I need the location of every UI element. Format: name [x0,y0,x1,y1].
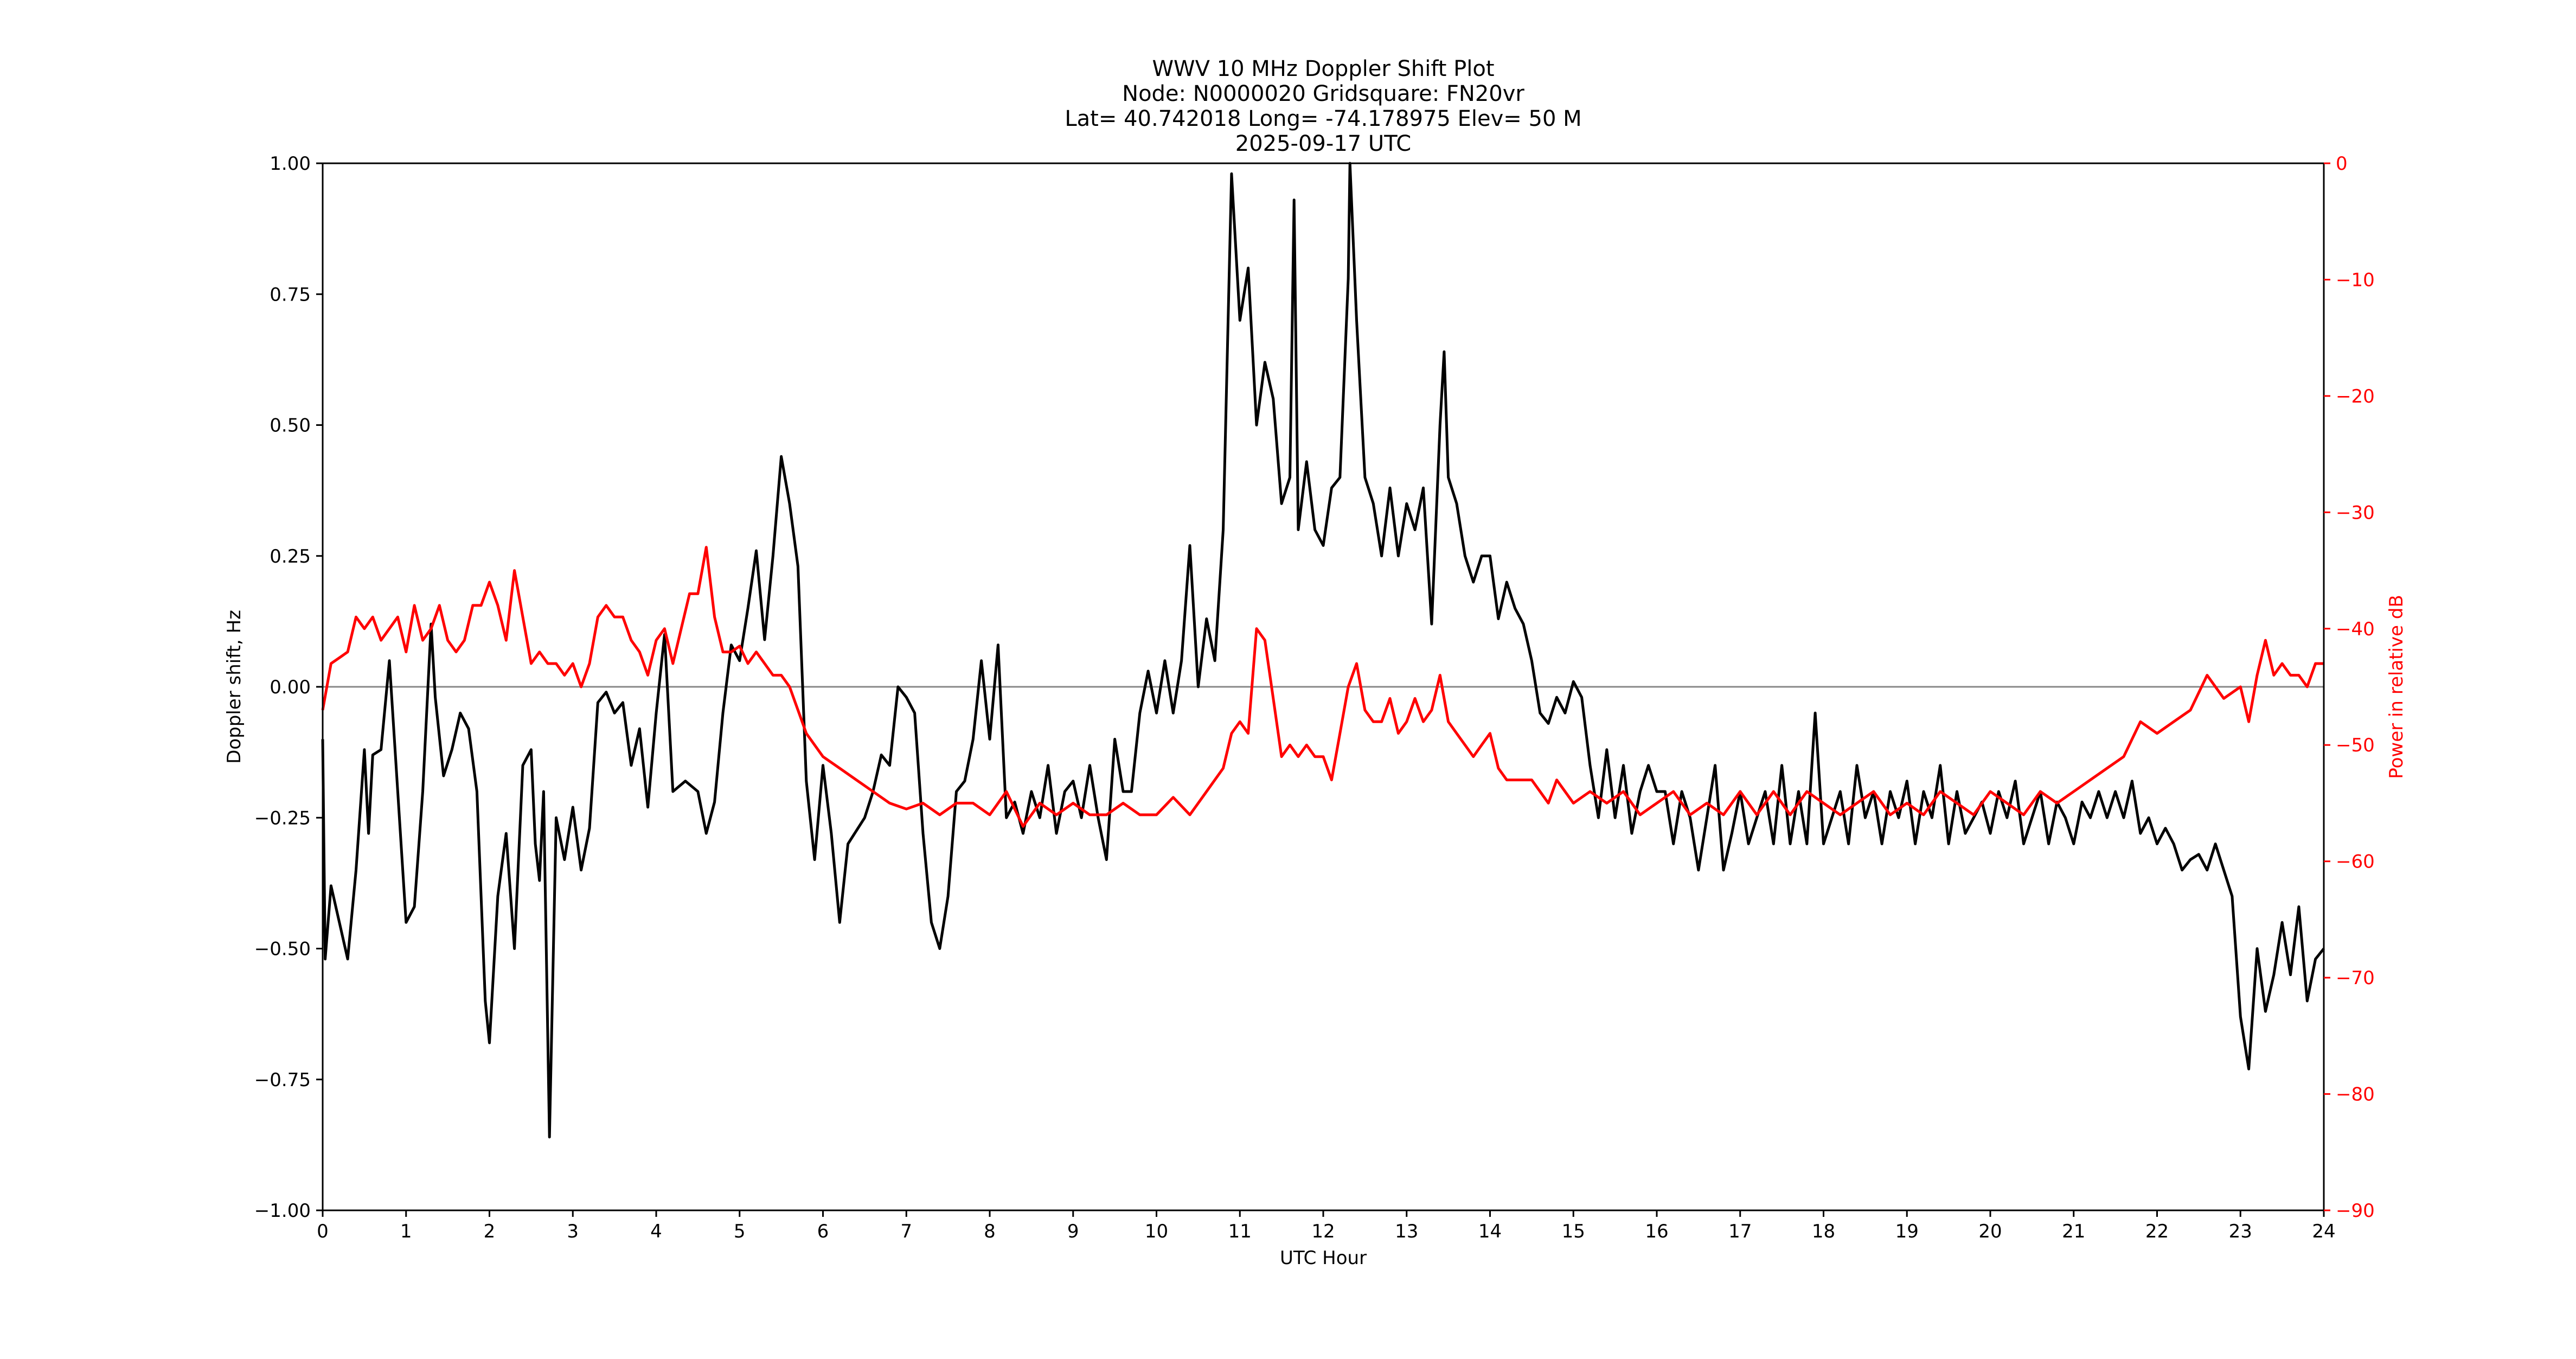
title-line-1: WWV 10 MHz Doppler Shift Plot [1152,56,1494,81]
y-tick-label: −1.00 [254,1200,311,1222]
title-line-4: 2025-09-17 UTC [1235,131,1411,156]
x-tick-label: 22 [2145,1221,2169,1242]
y-tick-label: −0.75 [254,1069,311,1091]
y2-tick-label: −80 [2336,1084,2375,1106]
y-tick-label: 0.75 [270,284,311,305]
y-axis-label: Doppler shift, Hz [223,610,245,764]
x-tick-label: 1 [400,1221,412,1242]
x-tick-label: 16 [1645,1221,1668,1242]
x-tick-label: 14 [1478,1221,1502,1242]
y2-axis-label: Power in relative dB [2386,595,2407,779]
x-axis: 0 1 2 3 4 5 6 7 8 9 10 11 12 13 14 15 16 17 18 19 20 21 22 23 24 [317,1210,2336,1242]
title-line-3: Lat= 40.742018 Long= -74.178975 Elev= 50… [1065,106,1581,131]
x-tick-label: 21 [2062,1221,2085,1242]
x-tick-label: 12 [1311,1221,1335,1242]
y-axis-right: 0 −10 −20 −30 −40 −50 −60 −70 −80 −90 [2324,153,2375,1222]
y-tick-label: 1.00 [270,153,311,175]
chart-title: WWV 10 MHz Doppler Shift Plot Node: N000… [1065,56,1581,156]
x-tick-label: 7 [900,1221,912,1242]
y2-tick-label: −40 [2336,618,2375,640]
y-tick-label: −0.50 [254,939,311,960]
x-tick-label: 24 [2312,1221,2335,1242]
y-tick-label: 0.00 [270,677,311,698]
x-tick-label: 13 [1395,1221,1418,1242]
y-axis-left: 1.00 0.75 0.50 0.25 0.00 −0.25 −0.50 −0.75 −1.00 [254,153,323,1222]
x-tick-label: 17 [1728,1221,1752,1242]
y2-tick-label: −50 [2336,735,2375,756]
x-tick-label: 15 [1562,1221,1585,1242]
y2-tick-label: −60 [2336,851,2375,873]
y2-tick-label: −20 [2336,386,2375,407]
x-tick-label: 10 [1145,1221,1168,1242]
y-tick-label: 0.25 [270,546,311,567]
x-tick-label: 8 [984,1221,996,1242]
power-series-line [321,546,2324,828]
x-tick-label: 3 [567,1221,579,1242]
y2-tick-label: 0 [2336,153,2348,175]
x-tick-label: 23 [2229,1221,2252,1242]
y2-tick-label: −70 [2336,967,2375,989]
x-tick-label: 9 [1067,1221,1079,1242]
x-tick-label: 11 [1228,1221,1252,1242]
x-tick-label: 18 [1812,1221,1835,1242]
x-tick-label: 2 [484,1221,496,1242]
x-tick-label: 19 [1895,1221,1919,1242]
y2-tick-label: −90 [2336,1200,2375,1222]
x-tick-label: 20 [1978,1221,2002,1242]
title-line-2: Node: N0000020 Gridsquare: FN20vr [1122,81,1524,106]
y2-tick-label: −30 [2336,502,2375,524]
x-axis-label: UTC Hour [1280,1247,1367,1269]
y2-tick-label: −10 [2336,269,2375,291]
x-tick-label: 6 [817,1221,829,1242]
series-layer [321,162,2325,1139]
y-tick-label: −0.25 [254,807,311,829]
y-tick-label: 0.50 [270,415,311,437]
x-tick-label: 0 [317,1221,329,1242]
x-tick-label: 5 [734,1221,746,1242]
x-tick-label: 4 [650,1221,662,1242]
